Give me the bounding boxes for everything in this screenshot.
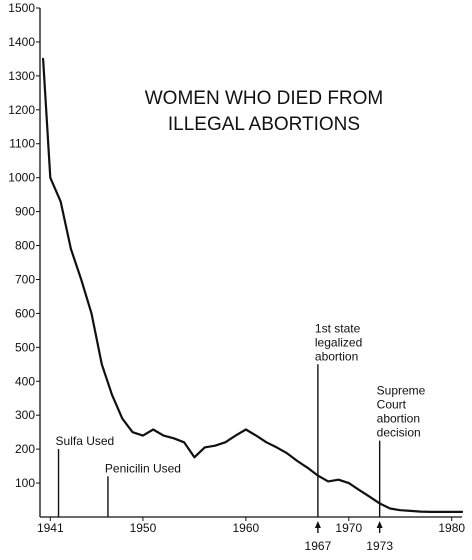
y-tick-label: 1200 xyxy=(8,103,35,117)
x-tick-label: 1950 xyxy=(130,521,157,535)
y-tick-label: 600 xyxy=(15,306,35,320)
y-tick-label: 700 xyxy=(15,272,35,286)
y-axis-ticks: 100 200 300 400 500 600 700 800 900 1000 1100 1200 1… xyxy=(8,1,40,490)
y-tick-label: 400 xyxy=(15,374,35,388)
y-tick-label: 800 xyxy=(15,239,35,253)
y-tick-label: 1500 xyxy=(8,1,35,15)
annotation-arrow xyxy=(376,521,383,528)
annotation-year-label: 1967 xyxy=(305,539,332,553)
annotation-label: Penicilin Used xyxy=(105,461,181,475)
y-tick-label: 200 xyxy=(15,442,35,456)
annotation-year-label: 1973 xyxy=(366,539,393,553)
annotation-label: abortion xyxy=(315,349,358,363)
data-series xyxy=(41,57,464,513)
y-tick-label: 1300 xyxy=(8,69,35,83)
x-tick-label: 1980 xyxy=(438,521,465,535)
x-tick-label: 1970 xyxy=(335,521,362,535)
y-tick-label: 300 xyxy=(15,408,35,422)
x-axis-ticks: 1941 1950 1960 1970 1980 xyxy=(37,517,465,535)
annotations: Sulfa Used Penicilin Used 1st statelegaliz… xyxy=(56,321,426,553)
y-tick-label: 500 xyxy=(15,340,35,354)
y-tick-label: 1100 xyxy=(9,137,35,151)
y-tick-label: 1000 xyxy=(8,171,35,185)
y-tick-label: 100 xyxy=(15,476,35,490)
annotation-label: decision xyxy=(377,426,421,440)
axes xyxy=(39,8,462,518)
annotation-label: Court xyxy=(377,398,407,412)
x-tick-label: 1941 xyxy=(37,521,64,535)
y-tick-label: 900 xyxy=(15,205,35,219)
annotation-label: Supreme xyxy=(377,384,426,398)
annotation-label: Sulfa Used xyxy=(56,434,115,448)
series-line xyxy=(41,57,464,513)
x-tick-label: 1960 xyxy=(233,521,260,535)
chart-title: WOMEN WHO DIED FROM ILLEGAL ABORTIONS xyxy=(145,88,384,135)
annotation-label: 1st state xyxy=(315,321,361,335)
chart-title-line: ILLEGAL ABORTIONS xyxy=(168,114,360,135)
annotation-label: abortion xyxy=(377,412,420,426)
chart-title-line: WOMEN WHO DIED FROM xyxy=(145,88,384,109)
annotation-label: legalized xyxy=(315,335,362,349)
annotation-arrow xyxy=(314,521,321,528)
y-tick-label: 1400 xyxy=(8,35,35,49)
